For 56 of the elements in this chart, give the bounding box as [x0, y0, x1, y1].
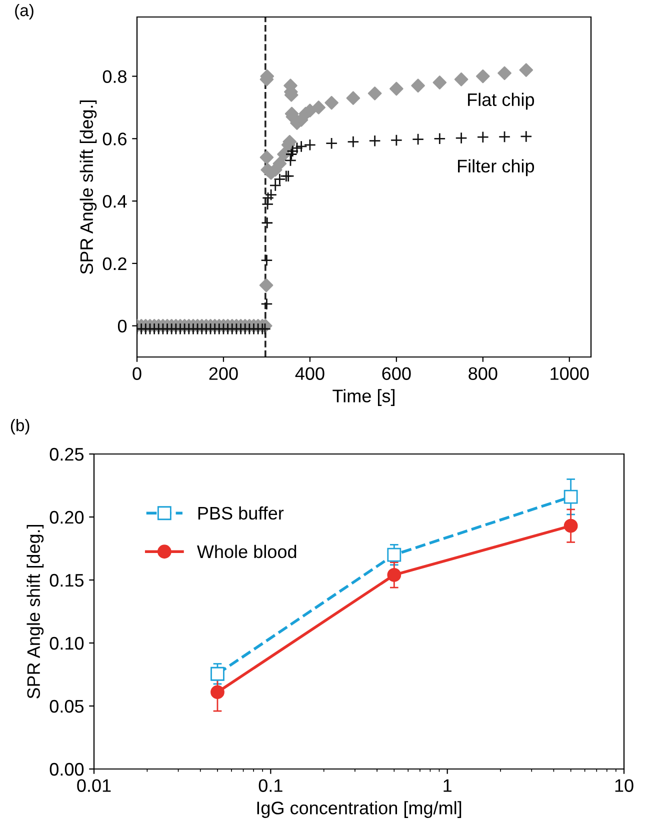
y-tick-label: 0.05	[50, 700, 84, 713]
point	[412, 133, 424, 146]
point	[325, 137, 338, 150]
point	[261, 216, 274, 229]
point	[434, 132, 446, 145]
x-axis-title: Time [s]	[332, 389, 394, 406]
point	[520, 130, 532, 143]
y-tick-label: 0.10	[50, 636, 84, 650]
y-tick-label: 0.4	[102, 194, 127, 208]
x-tick-label: 800	[468, 367, 498, 380]
point	[476, 131, 489, 144]
point	[387, 548, 402, 562]
y-tick-label: 0.25	[50, 448, 84, 461]
series-label: Flat chip	[468, 92, 534, 110]
point	[455, 132, 468, 144]
point	[210, 685, 224, 700]
x-tick-label: 200	[209, 367, 238, 380]
point	[564, 518, 578, 533]
legend-label: PBS buffer	[198, 506, 284, 520]
y-tick-label: 0.20	[50, 510, 84, 524]
y-tick-label: 0.8	[102, 70, 126, 83]
y-tick-label: 0.2	[102, 257, 126, 270]
point	[264, 188, 278, 201]
point	[347, 136, 360, 148]
x-axis-title: IgG concentration [mg/ml]	[257, 801, 462, 818]
y-tick-label: 0	[118, 320, 127, 333]
y-tick-label: 0.15	[50, 574, 84, 587]
point	[390, 134, 403, 146]
point	[284, 154, 297, 167]
point	[258, 322, 272, 335]
legend-label: Whole blood	[196, 544, 296, 558]
x-tick-label: 10	[615, 779, 634, 792]
chart-title: (a)	[15, 4, 34, 20]
point	[262, 192, 274, 204]
x-tick-label: 0.01	[77, 779, 111, 792]
point	[262, 198, 274, 210]
y-axis-title: SPR Angle shift [deg.]	[26, 524, 44, 698]
x-tick-label: 600	[382, 367, 411, 380]
x-tick-label: 1000	[550, 367, 589, 380]
x-tick-label: 1	[444, 779, 452, 792]
point	[498, 130, 511, 143]
y-tick-label: 0.00	[50, 762, 84, 776]
x-tick-label: 400	[295, 367, 324, 380]
chart-title: (b)	[10, 419, 30, 435]
y-tick-label: 0.6	[102, 132, 126, 146]
point	[564, 490, 578, 504]
x-tick-label: 0.1	[258, 779, 282, 792]
series-label: Filter chip	[458, 159, 534, 176]
point	[210, 666, 224, 681]
point	[260, 254, 273, 266]
point	[368, 134, 381, 147]
y-axis-title: SPR Angle shift [deg.]	[80, 100, 97, 274]
point	[387, 568, 402, 582]
point	[260, 298, 273, 310]
point	[304, 138, 316, 151]
x-tick-label: 0	[132, 367, 142, 380]
